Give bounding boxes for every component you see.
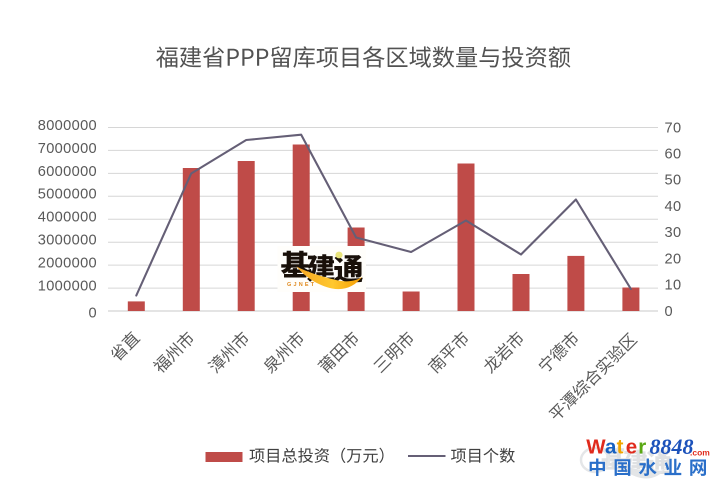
svg-text:8000000: 8000000: [38, 118, 97, 134]
svg-text:60: 60: [665, 147, 682, 163]
svg-text:40: 40: [665, 199, 682, 215]
svg-text:t: t: [617, 436, 624, 459]
svg-text:e: e: [626, 436, 637, 459]
svg-text:W: W: [586, 436, 606, 459]
svg-text:3000000: 3000000: [38, 233, 97, 249]
svg-text:0: 0: [89, 305, 97, 321]
svg-text:4000000: 4000000: [38, 210, 97, 226]
svg-text:50: 50: [665, 173, 682, 189]
svg-text:7000000: 7000000: [38, 141, 97, 157]
svg-text:20: 20: [665, 251, 682, 267]
svg-text:30: 30: [665, 225, 682, 241]
svg-text:5000000: 5000000: [38, 187, 97, 203]
svg-text:10: 10: [665, 278, 682, 294]
svg-text:r: r: [638, 436, 646, 459]
svg-text:8848: 8848: [650, 434, 694, 459]
svg-text:2000000: 2000000: [38, 256, 97, 272]
svg-text:0: 0: [665, 304, 673, 320]
svg-text:a: a: [605, 436, 617, 459]
svg-text:6000000: 6000000: [38, 164, 97, 180]
svg-text:GJNET: GJNET: [287, 282, 316, 288]
svg-text:.com: .com: [690, 448, 710, 458]
svg-text:1000000: 1000000: [38, 279, 97, 295]
svg-text:70: 70: [665, 120, 682, 136]
